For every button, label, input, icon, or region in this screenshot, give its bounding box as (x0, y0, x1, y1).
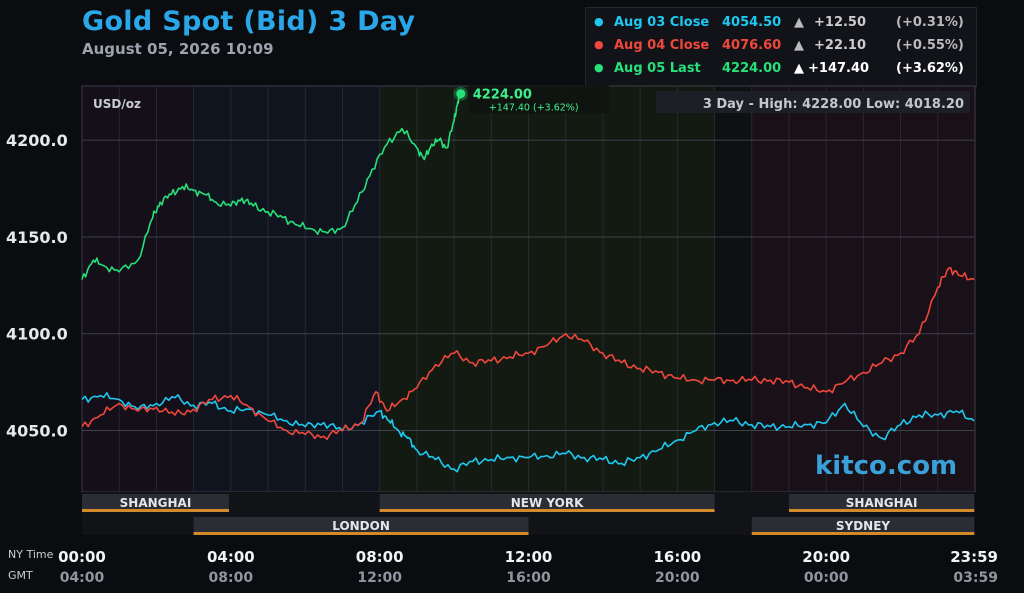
gmt-tick-label: 12:00 (357, 570, 402, 586)
x-tick-label: 16:00 (653, 548, 701, 566)
legend-arrow-icon: ▲ (794, 61, 804, 76)
legend-label: Aug 03 Close (614, 15, 710, 30)
brand-logo: kitco.com (815, 451, 958, 481)
session-label: SHANGHAI (846, 496, 918, 510)
session-label: SYDNEY (836, 519, 891, 533)
legend-item: ● Aug 03 Close 4054.50 ▲ +12.50 (+0.31%) (586, 15, 976, 35)
y-tick-label: 4200.0 (6, 131, 68, 150)
legend-label: Aug 05 Last (614, 61, 701, 76)
session-underline (751, 532, 975, 535)
legend-change: +22.10 (814, 38, 867, 53)
series-line-aug-03 (81, 392, 975, 473)
legend-price: 4224.00 (722, 61, 782, 76)
legend-dot-icon: ● (594, 61, 604, 74)
session-bar (82, 494, 229, 511)
x-tick-label: 08:00 (356, 548, 404, 566)
x-tick-label: 23:59 (950, 548, 998, 566)
unit-label: USD/oz (93, 97, 141, 111)
legend-arrow-icon: ▲ (794, 38, 804, 53)
gmt-tick-label: 08:00 (209, 570, 254, 586)
legend-change: +12.50 (814, 15, 867, 30)
y-tick-label: 4150.0 (6, 228, 68, 247)
session-bar (751, 517, 975, 534)
session-bar (788, 494, 975, 511)
timestamp: August 05, 2026 10:09 (82, 40, 274, 58)
last-price-marker (456, 89, 466, 99)
y-tick-label: 4100.0 (6, 325, 68, 344)
session-underline (379, 509, 715, 512)
last-price-box (468, 84, 609, 114)
series-line-aug-05 (81, 93, 462, 280)
legend-label: Aug 04 Close (614, 38, 710, 53)
legend-price: 4076.60 (722, 38, 782, 53)
session-bar (379, 494, 715, 511)
last-change-label: +147.40 (+3.62%) (489, 103, 579, 114)
ny-time-label: NY Time (8, 548, 54, 561)
session-label: SHANGHAI (120, 496, 192, 510)
gmt-tick-label: 20:00 (655, 570, 700, 586)
x-tick-label: 12:00 (505, 548, 553, 566)
gmt-label: GMT (8, 569, 33, 582)
legend: ● Aug 03 Close 4054.50 ▲ +12.50 (+0.31%)… (585, 7, 977, 87)
series-line-aug-04 (81, 267, 975, 441)
session-label: LONDON (332, 519, 390, 533)
page-title: Gold Spot (Bid) 3 Day (82, 6, 416, 37)
legend-item: ● Aug 05 Last 4224.00 ▲ +147.40 (+3.62%) (586, 61, 976, 81)
legend-arrow-icon: ▲ (794, 15, 804, 30)
legend-percent: (+0.31%) (896, 15, 964, 30)
gmt-tick-label: 00:00 (804, 570, 849, 586)
x-tick-label: 04:00 (207, 548, 255, 566)
session-underline (193, 532, 529, 535)
y-tick-label: 4050.0 (6, 421, 68, 440)
legend-item: ● Aug 04 Close 4076.60 ▲ +22.10 (+0.55%) (586, 38, 976, 58)
gmt-tick-label: 03:59 (953, 570, 998, 586)
session-bar (193, 517, 529, 534)
legend-dot-icon: ● (594, 38, 604, 51)
session-underline (82, 509, 229, 512)
legend-percent: (+0.55%) (896, 38, 964, 53)
x-tick-label: 00:00 (58, 548, 106, 566)
last-price-label: 4224.00 (473, 88, 532, 103)
legend-dot-icon: ● (594, 15, 604, 28)
range-label: 3 Day - High: 4228.00 Low: 4018.20 (703, 97, 964, 112)
newyork-session-shade (379, 86, 715, 492)
session-label: NEW YORK (511, 496, 584, 510)
legend-percent: (+3.62%) (896, 61, 964, 76)
x-tick-label: 20:00 (802, 548, 850, 566)
legend-price: 4054.50 (722, 15, 782, 30)
session-underline (788, 509, 975, 512)
market-closed-shade (714, 86, 752, 492)
legend-change: +147.40 (808, 61, 870, 76)
gmt-tick-label: 04:00 (60, 570, 105, 586)
london-session-shade (193, 86, 380, 492)
gmt-tick-label: 16:00 (506, 570, 551, 586)
